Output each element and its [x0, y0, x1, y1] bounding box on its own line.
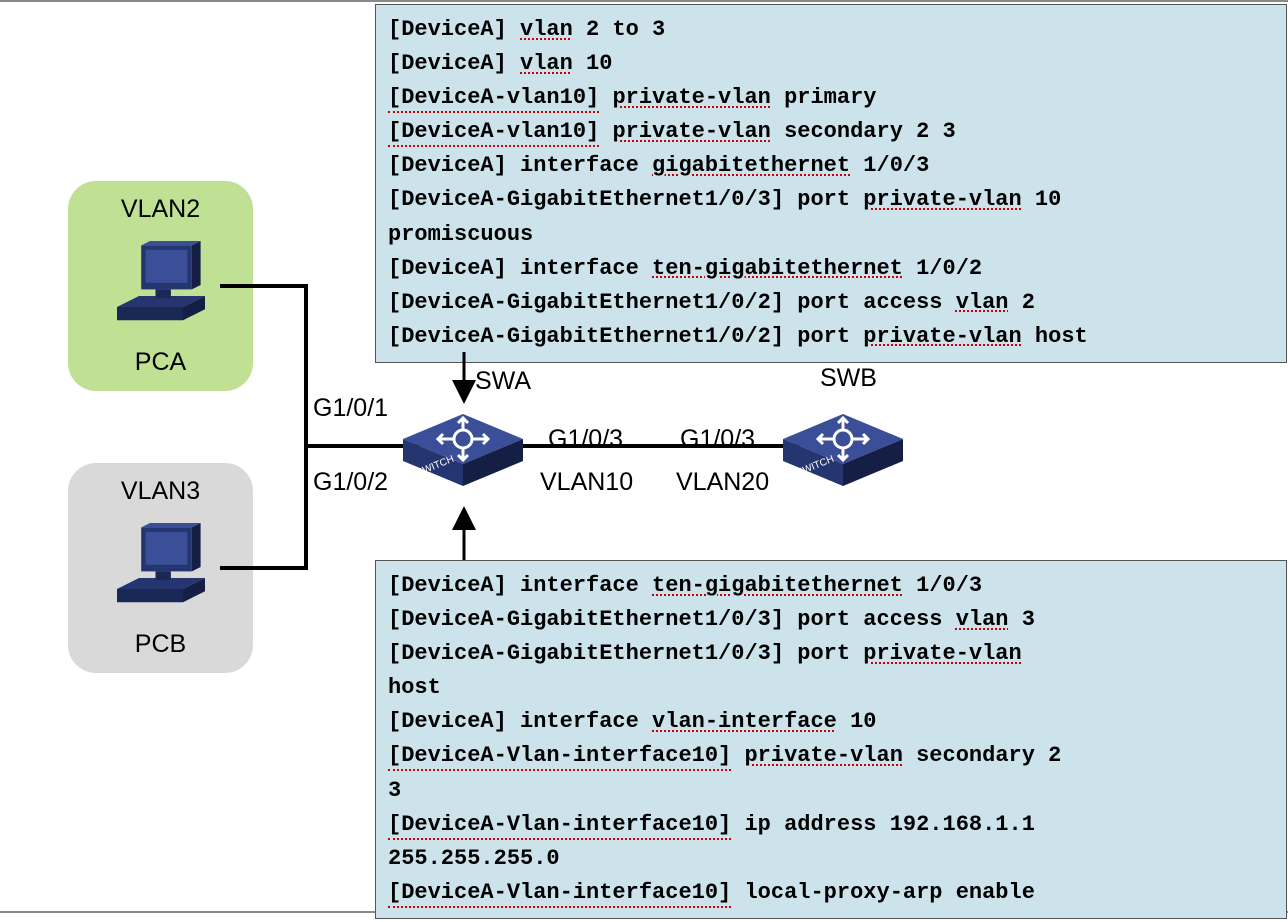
pca-vlan-label: VLAN2	[68, 195, 253, 224]
vlan20-label: VLAN20	[676, 468, 769, 497]
swa-label: SWA	[475, 367, 531, 396]
computer-icon	[106, 230, 216, 340]
host-pca: VLAN2 PCA	[68, 181, 253, 391]
port-g102: G1/0/2	[313, 468, 388, 497]
pca-name-label: PCA	[68, 348, 253, 377]
host-pcb: VLAN3 PCB	[68, 463, 253, 673]
computer-icon	[106, 512, 216, 622]
switch-swa-icon: SWITCH	[398, 404, 528, 494]
config-code-bottom: [DeviceA] interface ten-gigabitethernet …	[375, 560, 1287, 919]
switch-swb-icon: SWITCH	[778, 404, 908, 494]
swb-label: SWB	[820, 364, 877, 393]
vlan10-label: VLAN10	[540, 468, 633, 497]
pcb-name-label: PCB	[68, 630, 253, 659]
port-g103a: G1/0/3	[548, 425, 623, 454]
port-g101: G1/0/1	[313, 394, 388, 423]
port-g103b: G1/0/3	[680, 425, 755, 454]
config-code-top: [DeviceA] vlan 2 to 3[DeviceA] vlan 10[D…	[375, 4, 1287, 363]
pcb-vlan-label: VLAN3	[68, 477, 253, 506]
